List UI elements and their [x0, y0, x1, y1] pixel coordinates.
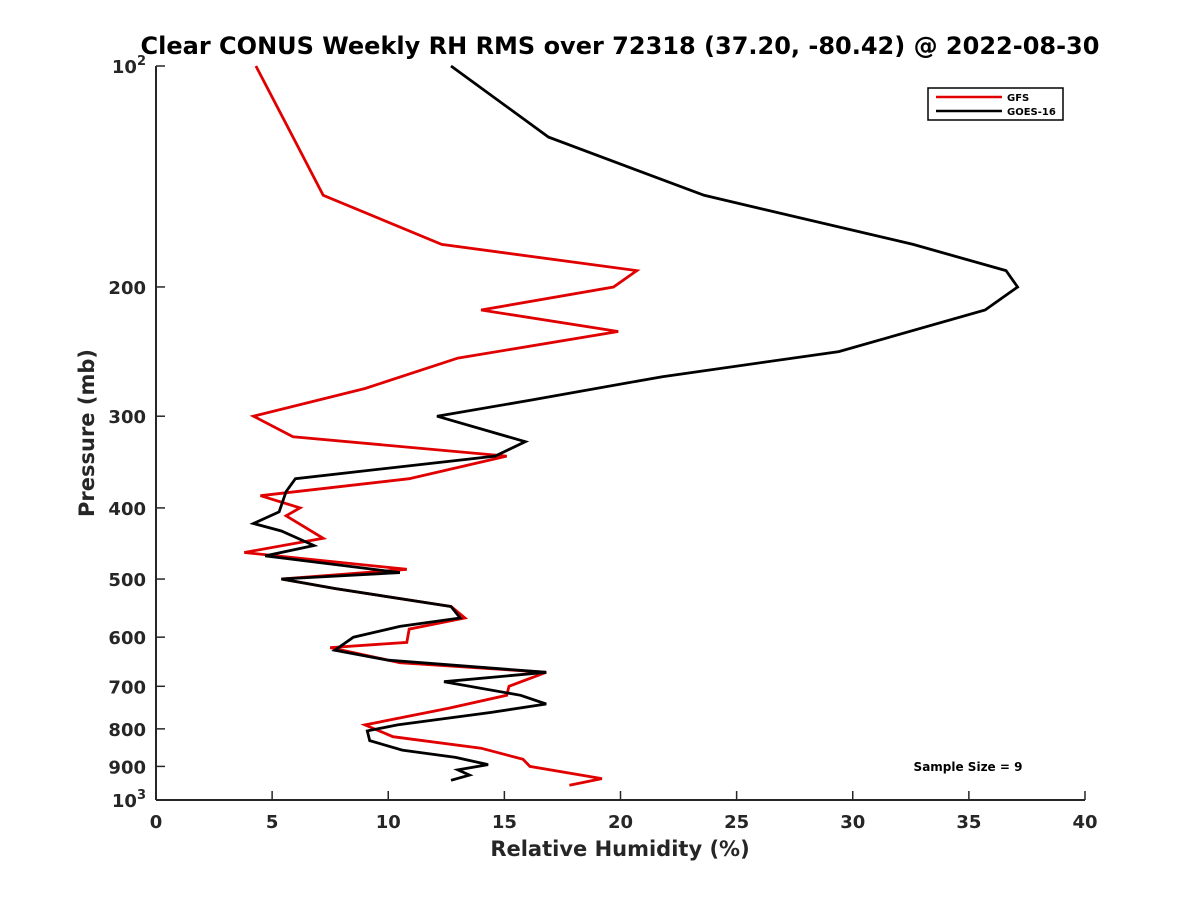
y-tick-label: 300: [108, 407, 146, 428]
x-axis-label: Relative Humidity (%): [490, 837, 749, 861]
y-tick-label: 800: [108, 720, 146, 741]
x-tick-label: 0: [150, 812, 163, 833]
legend-label-gfs: GFS: [1007, 93, 1029, 104]
legend-box: [927, 87, 1064, 121]
x-tick-label: 30: [840, 812, 865, 833]
y-tick-label: 200: [108, 278, 146, 299]
y-tick-label: 103: [112, 788, 146, 812]
y-tick-label: 102: [112, 54, 146, 78]
x-tick-label: 15: [492, 812, 517, 833]
x-tick-label: 40: [1072, 812, 1097, 833]
legend: GFS GOES-16: [927, 87, 1064, 121]
y-ticks: 102 200 300 400 500 600 700 800 900 103: [108, 54, 165, 812]
series-layer: [244, 64, 1020, 787]
x-tick-label: 25: [724, 812, 749, 833]
y-tick-label: 400: [108, 499, 146, 520]
y-tick-label: 500: [108, 570, 146, 591]
x-tick-label: 5: [266, 812, 279, 833]
x-tick-label: 10: [376, 812, 401, 833]
y-tick-label: 600: [108, 628, 146, 649]
x-tick-label: 20: [608, 812, 633, 833]
series-line-goes16: [249, 64, 1020, 782]
plot-area: [156, 66, 1085, 800]
sample-size-annotation: Sample Size = 9: [914, 760, 1023, 774]
y-tick-label: 700: [108, 677, 146, 698]
series-line-gfs: [244, 65, 641, 787]
x-tick-label: 35: [956, 812, 981, 833]
legend-label-goes16: GOES-16: [1007, 107, 1056, 118]
y-axis-label: Pressure (mb): [75, 349, 99, 517]
x-ticks: 0 5 10 15 20 25 30 35 40: [150, 791, 1098, 833]
chart-title: Clear CONUS Weekly RH RMS over 72318 (37…: [141, 32, 1100, 60]
y-tick-label: 900: [108, 757, 146, 778]
